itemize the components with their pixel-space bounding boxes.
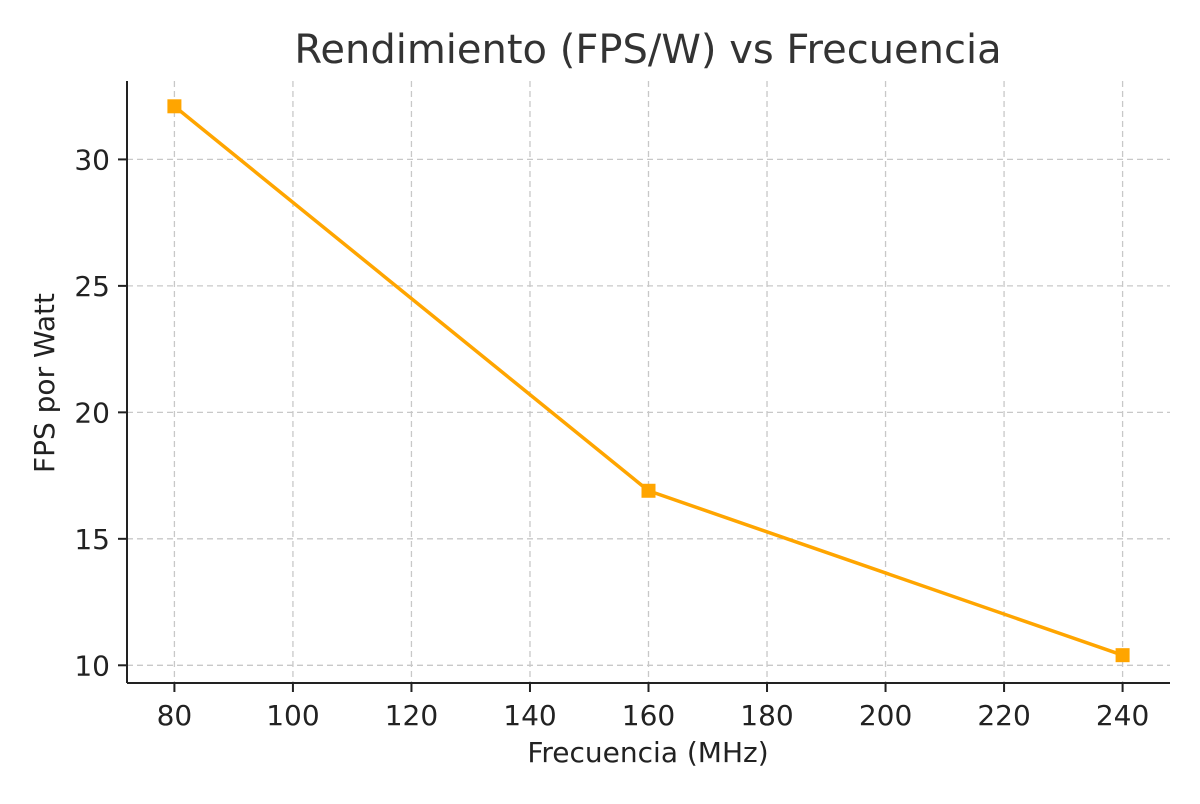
x-tick-label: 80 bbox=[157, 699, 193, 732]
data-point-marker bbox=[641, 483, 656, 498]
y-tick-label: 20 bbox=[74, 396, 110, 429]
y-axis-label: FPS por Watt bbox=[28, 293, 61, 473]
chart-title: Rendimiento (FPS/W) vs Frecuencia bbox=[294, 27, 1001, 73]
series-group bbox=[167, 99, 1130, 663]
x-tick-label: 240 bbox=[1096, 699, 1149, 732]
y-tick-label: 25 bbox=[74, 270, 110, 303]
x-tick-label: 140 bbox=[503, 699, 556, 732]
y-tick-label: 10 bbox=[74, 649, 110, 682]
y-axis-ticks: 10 15 20 25 30 bbox=[74, 143, 127, 682]
x-axis-ticks: 80 100 120 140 160 180 200 220 240 bbox=[157, 683, 1149, 732]
x-tick-label: 200 bbox=[859, 699, 912, 732]
x-tick-label: 160 bbox=[622, 699, 675, 732]
x-tick-label: 100 bbox=[266, 699, 319, 732]
data-point-marker bbox=[1115, 648, 1130, 663]
x-tick-label: 180 bbox=[740, 699, 793, 732]
x-axis-label: Frecuencia (MHz) bbox=[527, 736, 768, 769]
y-tick-label: 30 bbox=[74, 143, 110, 176]
data-point-marker bbox=[167, 99, 182, 114]
x-tick-label: 120 bbox=[385, 699, 438, 732]
grid bbox=[127, 81, 1170, 683]
y-tick-label: 15 bbox=[74, 523, 110, 556]
x-tick-label: 220 bbox=[977, 699, 1030, 732]
